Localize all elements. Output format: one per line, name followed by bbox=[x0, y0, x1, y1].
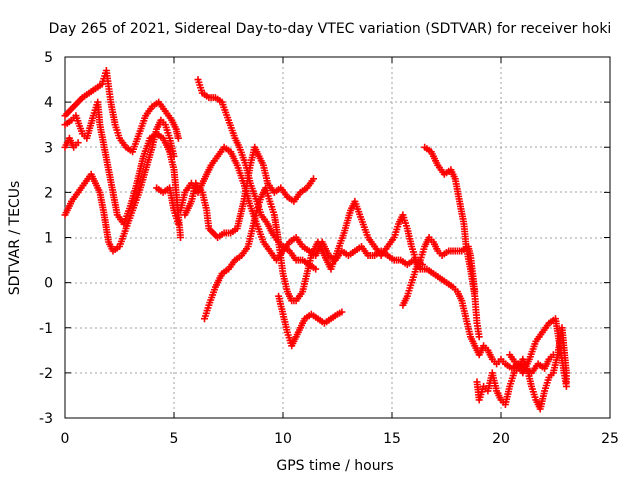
series-arc-2 bbox=[61, 98, 184, 241]
axis-ticks bbox=[64, 56, 611, 419]
data-point bbox=[74, 139, 82, 147]
series-arc-3 bbox=[61, 116, 178, 255]
data-point bbox=[338, 308, 346, 316]
x-tick-label: 0 bbox=[61, 431, 70, 447]
y-tick-labels: -3 -2 -1 0 1 2 3 4 5 bbox=[39, 50, 53, 427]
y-tick-label: 1 bbox=[44, 231, 53, 247]
data-point bbox=[310, 175, 317, 183]
series-arc-8 bbox=[181, 143, 317, 241]
y-tick-label: 5 bbox=[44, 50, 53, 66]
y-tick-label: -3 bbox=[39, 411, 53, 427]
data-points bbox=[61, 67, 570, 413]
y-tick-label: 3 bbox=[44, 140, 53, 156]
data-point bbox=[177, 234, 184, 241]
x-tick-label: 25 bbox=[601, 431, 619, 447]
y-tick-label: -2 bbox=[39, 366, 53, 382]
data-point bbox=[170, 152, 178, 160]
x-tick-label: 5 bbox=[170, 431, 179, 447]
series-arc-5 bbox=[153, 184, 182, 228]
series-arc-12 bbox=[421, 143, 483, 341]
y-tick-label: 0 bbox=[44, 276, 53, 292]
series-arc-4 bbox=[61, 134, 82, 151]
data-point bbox=[174, 134, 182, 142]
series-arc-10 bbox=[275, 292, 346, 350]
data-point bbox=[562, 382, 570, 390]
series-arc-1 bbox=[61, 67, 182, 156]
x-tick-labels: 0 5 10 15 20 25 bbox=[61, 431, 619, 447]
y-tick-label: -1 bbox=[39, 321, 53, 337]
data-point bbox=[174, 220, 182, 228]
x-tick-label: 15 bbox=[383, 431, 401, 447]
series-arc-9 bbox=[201, 184, 426, 323]
data-point bbox=[312, 265, 320, 273]
x-axis-label: GPS time / hours bbox=[276, 458, 393, 474]
series-arc-14 bbox=[506, 315, 570, 390]
x-tick-label: 20 bbox=[492, 431, 510, 447]
data-point bbox=[475, 333, 483, 341]
y-axis-label: SDTVAR / TECUs bbox=[7, 181, 23, 296]
x-tick-label: 10 bbox=[274, 431, 292, 447]
series-arc-7 bbox=[177, 143, 557, 377]
chart-title: Day 265 of 2021, Sidereal Day-to-day VTE… bbox=[49, 21, 612, 37]
y-tick-label: 4 bbox=[44, 95, 53, 111]
y-tick-label: 2 bbox=[44, 185, 53, 201]
